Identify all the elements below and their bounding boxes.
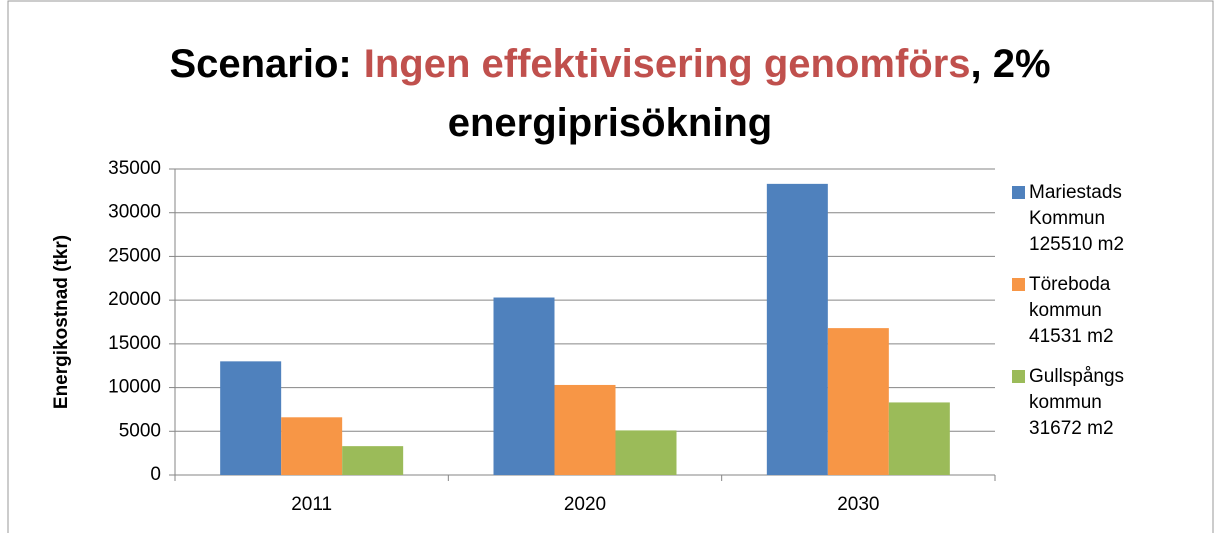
chart-frame — [7, 0, 1214, 533]
legend-label: Gullspångs kommun 31672 m2 — [1029, 366, 1125, 439]
bar — [342, 446, 404, 475]
legend-item: Mariestads Kommun 125510 m2 — [1012, 180, 1162, 258]
legend-swatch — [1012, 370, 1025, 383]
legend-label: Mariestads Kommun 125510 m2 — [1029, 182, 1125, 255]
y-axis-label: Energikostnad (tkr) — [51, 235, 72, 409]
chart-title: energiprisökning — [448, 101, 773, 145]
y-tick-label: 20000 — [108, 289, 161, 310]
title-part: Ingen effektivisering genomförs — [364, 42, 971, 86]
legend-item: Gullspångs kommun 31672 m2 — [1012, 364, 1162, 442]
y-tick-label: 25000 — [108, 245, 161, 266]
bar — [493, 297, 555, 475]
bar — [281, 417, 343, 475]
legend: Mariestads Kommun 125510 m2 Töreboda komm… — [1012, 180, 1162, 456]
legend-swatch — [1012, 186, 1025, 199]
title-part: Scenario: — [169, 42, 351, 86]
bar — [554, 384, 616, 475]
bar — [766, 183, 828, 475]
bar — [220, 361, 282, 475]
x-tick-label: 2011 — [291, 494, 332, 515]
y-tick-label: 0 — [150, 464, 161, 485]
y-tick-label: 10000 — [108, 377, 161, 398]
title-part: energiprisökning — [448, 101, 773, 145]
bar — [615, 430, 677, 475]
title-part: , 2% — [971, 42, 1051, 86]
bar — [827, 328, 889, 475]
y-tick-label: 5000 — [119, 420, 161, 441]
bar — [888, 402, 950, 475]
x-tick-label: 2020 — [564, 494, 606, 515]
y-tick-label: 30000 — [108, 202, 161, 223]
chart-title: Scenario: Ingen effektivisering genomförs… — [169, 42, 1050, 86]
y-tick-label: 15000 — [108, 333, 161, 354]
legend-label: Töreboda kommun 41531 m2 — [1029, 274, 1114, 347]
legend-swatch — [1012, 278, 1025, 291]
x-tick-label: 2030 — [837, 494, 879, 515]
y-tick-label: 35000 — [108, 158, 161, 179]
legend-item: Töreboda kommun 41531 m2 — [1012, 272, 1162, 350]
